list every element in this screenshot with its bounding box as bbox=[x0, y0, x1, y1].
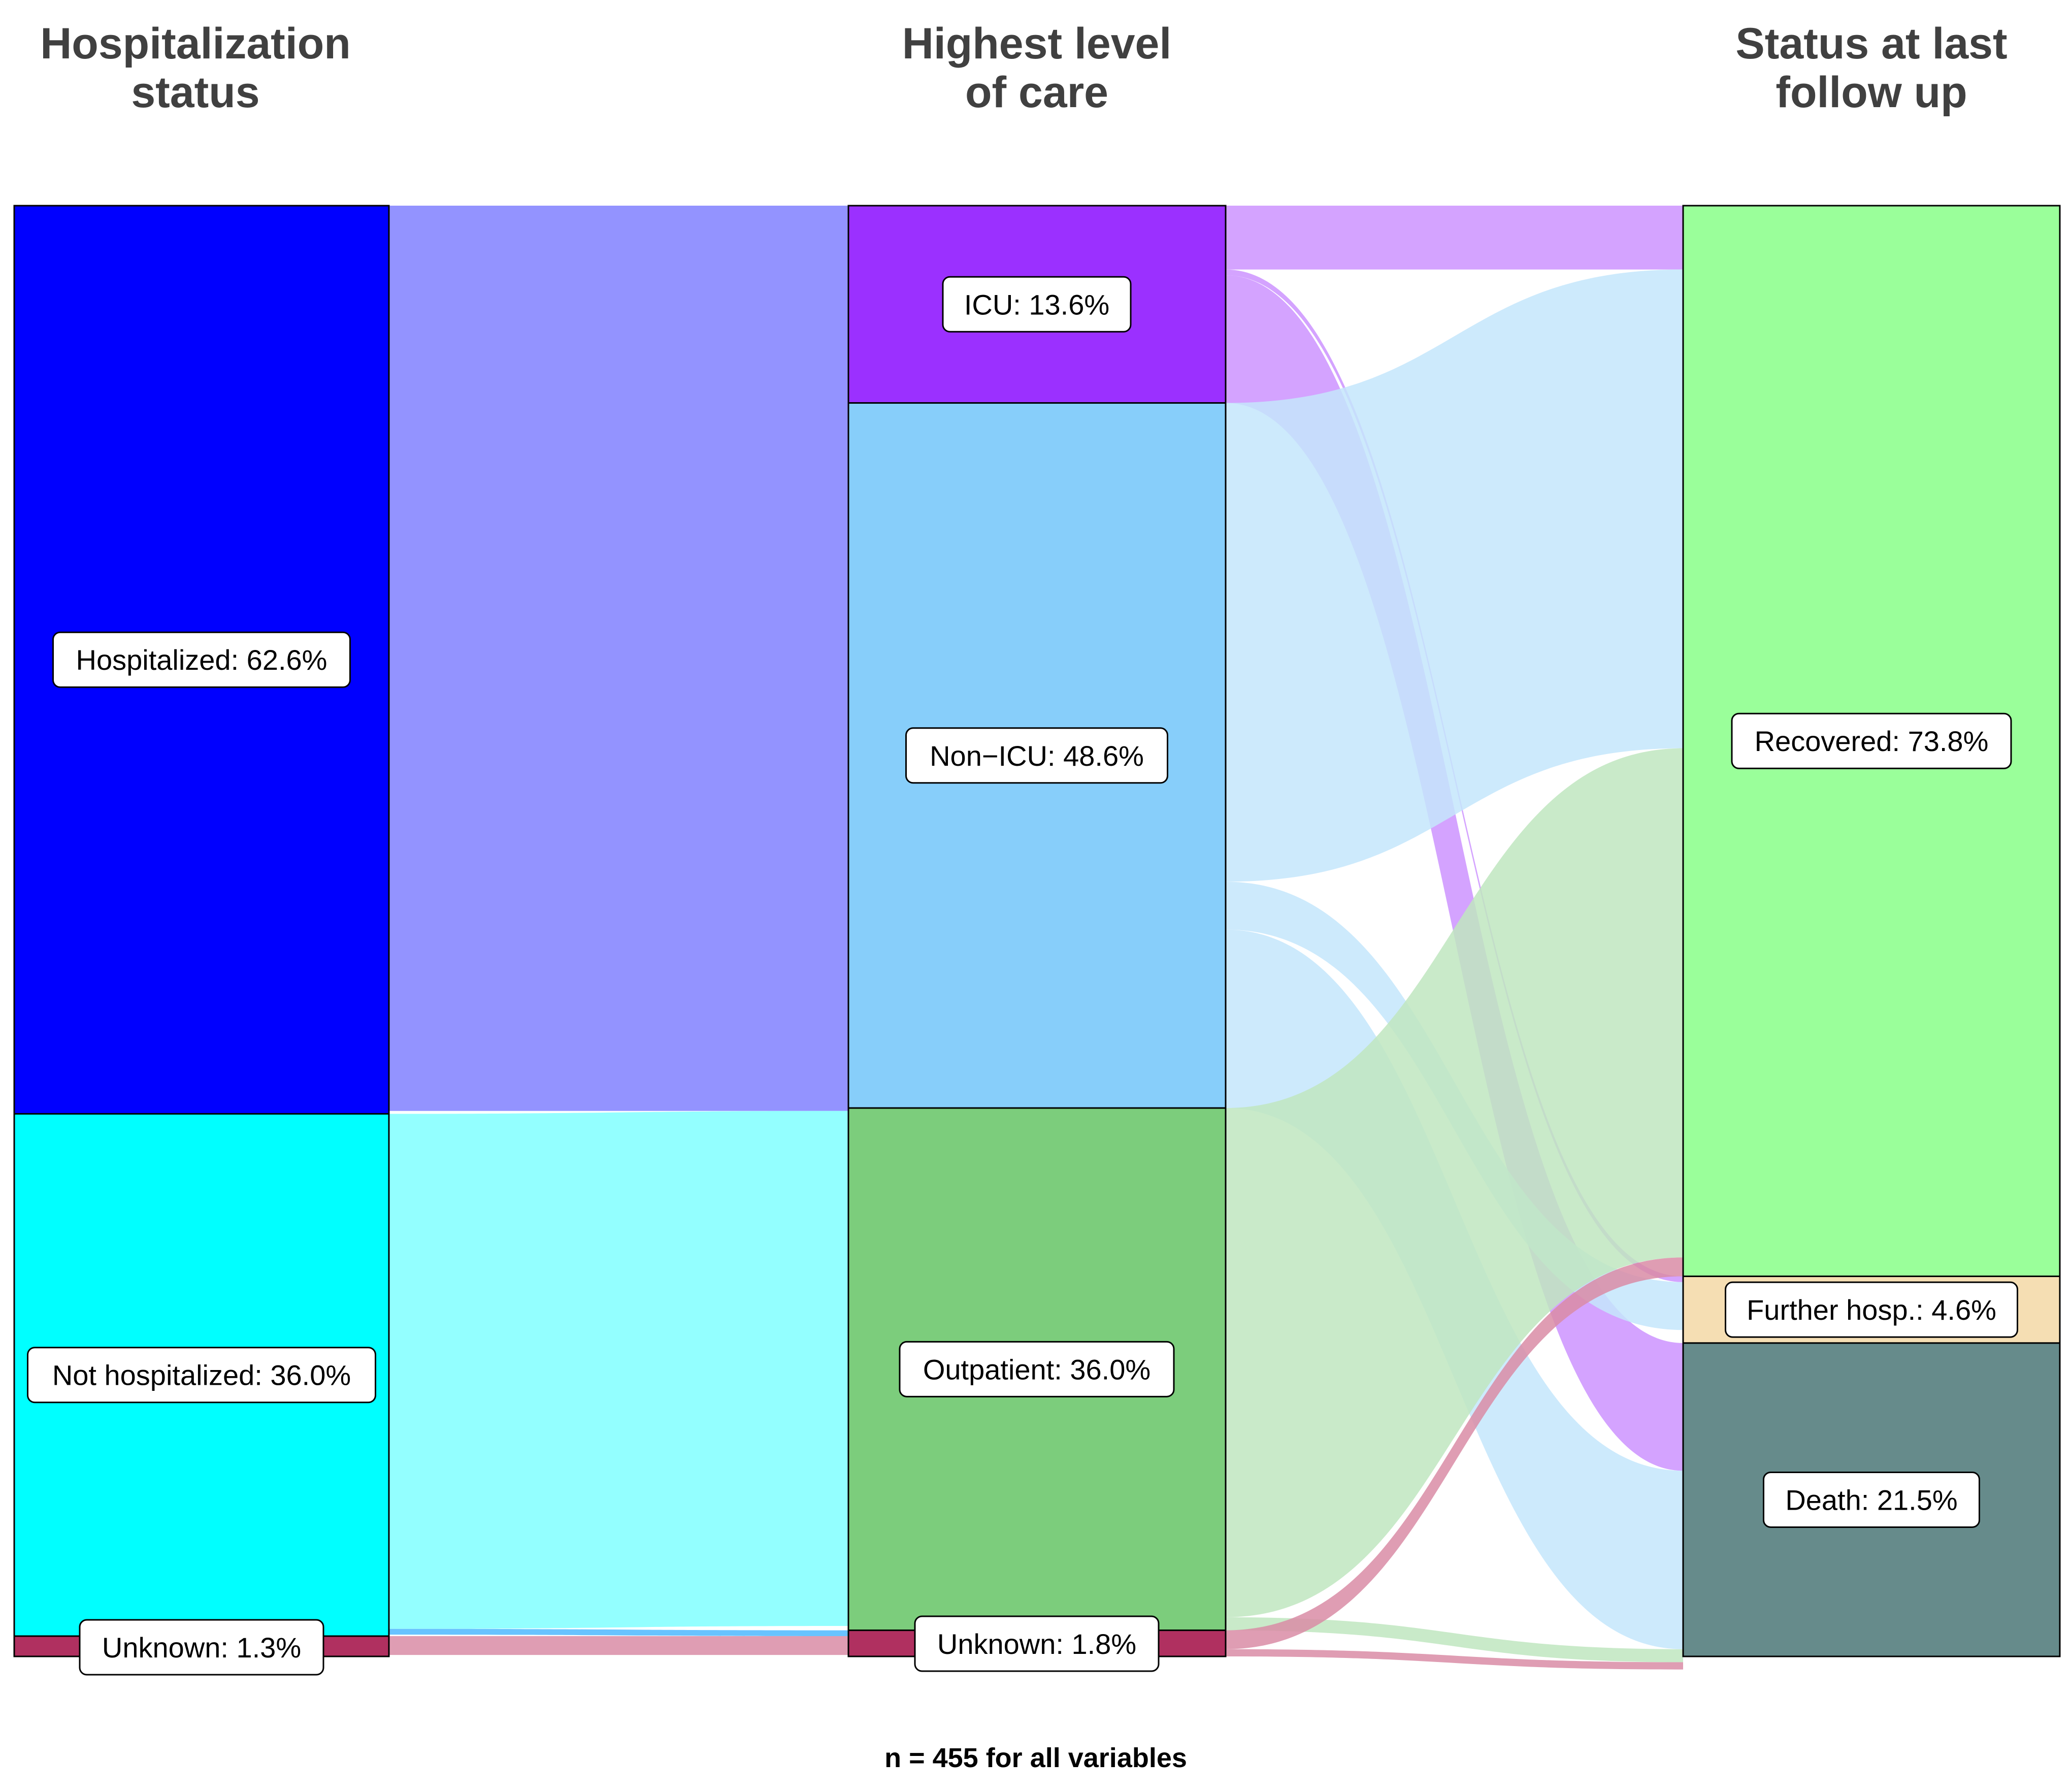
flow-nonicu-to-recovered bbox=[1226, 269, 1683, 882]
node-label-box bbox=[1763, 1471, 1980, 1528]
nodes-layer bbox=[13, 205, 2061, 1657]
node-label-icu: ICU: 13.6% bbox=[942, 276, 1132, 333]
node-label-text: Outpatient: 36.0% bbox=[923, 1353, 1150, 1385]
node-label-box bbox=[52, 631, 351, 688]
node-label-box bbox=[942, 276, 1132, 333]
flow-hosp-no-to-outp bbox=[389, 1111, 848, 1629]
node-label-outp: Outpatient: 36.0% bbox=[899, 1341, 1175, 1397]
column-title-hosp-line-2: status bbox=[131, 68, 259, 117]
labels-layer: Hospitalized: 62.6% Not hospitalized: 36.… bbox=[27, 276, 2018, 1676]
node-label-text: Unknown: 1.8% bbox=[937, 1628, 1136, 1660]
flow-care-unk-to-recovered bbox=[1226, 1257, 1683, 1649]
flow-hosp-yes-to-outp bbox=[389, 1108, 848, 1111]
node-label-text: Unknown: 1.3% bbox=[102, 1632, 301, 1664]
node-label-text: Not hospitalized: 36.0% bbox=[52, 1359, 351, 1391]
node-label-hosp-unk: Unknown: 1.3% bbox=[79, 1619, 324, 1676]
node-label-box bbox=[914, 1615, 1160, 1672]
node-label-care-unk: Unknown: 1.8% bbox=[914, 1615, 1160, 1672]
node-label-recovered: Recovered: 73.8% bbox=[1731, 712, 2012, 769]
column-title-care-line-2: of care bbox=[965, 68, 1108, 117]
flow-hosp-no-to-care-unk bbox=[389, 1628, 848, 1637]
flow-outp-to-recovered bbox=[1226, 748, 1683, 1617]
node-label-further: Further hosp.: 4.6% bbox=[1725, 1281, 2018, 1338]
node-label-text: ICU: 13.6% bbox=[964, 288, 1109, 320]
flow-icu-to-recovered bbox=[1226, 206, 1683, 270]
flow-hosp-unk-to-care-unk bbox=[389, 1636, 848, 1655]
node-label-box bbox=[905, 727, 1168, 784]
node-label-box bbox=[79, 1619, 324, 1676]
node-label-box bbox=[1725, 1281, 2018, 1338]
flow-icu-to-death bbox=[1226, 275, 1683, 1471]
node-label-text: Recovered: 73.8% bbox=[1755, 725, 1989, 757]
flow-hosp-yes-to-nonicu bbox=[389, 403, 848, 1109]
node-label-box bbox=[899, 1341, 1175, 1397]
footnote: n = 455 for all variables bbox=[884, 1743, 1187, 1773]
flow-hosp-yes-to-icu bbox=[389, 206, 848, 403]
column-title-care-line-1: Highest level bbox=[902, 19, 1172, 68]
node-label-text: Death: 21.5% bbox=[1785, 1484, 1957, 1516]
node-label-death: Death: 21.5% bbox=[1763, 1471, 1980, 1528]
node-label-nonicu: Non−ICU: 48.6% bbox=[905, 727, 1168, 784]
node-label-hosp-yes: Hospitalized: 62.6% bbox=[52, 631, 351, 688]
flow-care-unk-to-death bbox=[1226, 1649, 1683, 1670]
flow-outp-to-death bbox=[1226, 1617, 1683, 1663]
node-label-box bbox=[1731, 712, 2012, 769]
column-title-hosp-line-1: Hospitalization bbox=[40, 19, 351, 68]
node-label-hosp-no: Not hospitalized: 36.0% bbox=[27, 1347, 376, 1404]
node-label-text: Hospitalized: 62.6% bbox=[76, 644, 327, 676]
flows-layer bbox=[389, 206, 1683, 1670]
column-title-status-line-1: Status at last bbox=[1735, 19, 2007, 68]
node-label-text: Non−ICU: 48.6% bbox=[930, 740, 1144, 772]
node-label-text: Further hosp.: 4.6% bbox=[1747, 1294, 1996, 1326]
node-label-box bbox=[27, 1347, 376, 1404]
column-title-status-line-2: follow up bbox=[1776, 68, 1967, 117]
